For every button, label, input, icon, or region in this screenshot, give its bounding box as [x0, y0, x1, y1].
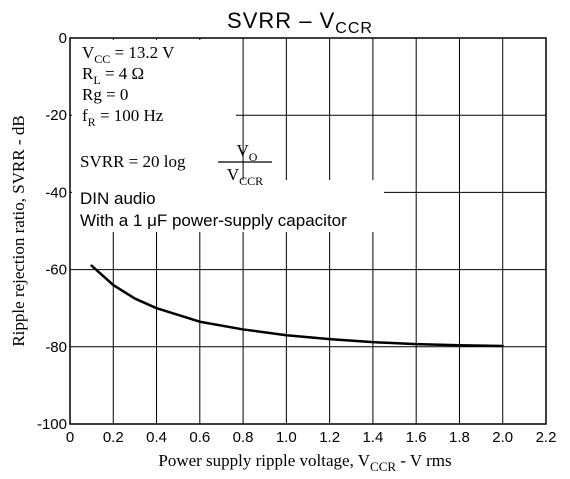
note: DIN audio	[80, 189, 156, 208]
subscript: CCR	[370, 459, 396, 474]
x-tick-label: 0.4	[146, 429, 167, 446]
text-part: SVRR – V	[227, 8, 335, 33]
y-tick-label: 0	[59, 30, 67, 47]
annotation: Rg = 0	[82, 85, 128, 104]
subscript: CCR	[335, 20, 373, 37]
y-tick-label: -60	[45, 262, 67, 279]
subscript: O	[249, 150, 258, 164]
y-tick-label: -20	[45, 107, 67, 124]
annotation-box	[72, 180, 384, 232]
text-part: f	[82, 106, 88, 125]
annotation: VCC = 13.2 V	[82, 43, 175, 66]
text-part: = 100 Hz	[96, 106, 164, 125]
text-part: Power supply ripple voltage, V	[158, 451, 370, 470]
text-part: Rg = 0	[82, 85, 128, 104]
y-tick-label: -40	[45, 184, 67, 201]
subscript: L	[93, 73, 100, 87]
x-tick-label: 1.0	[276, 429, 297, 446]
x-tick-label: 1.2	[319, 429, 340, 446]
x-tick-label: 0.2	[103, 429, 124, 446]
x-tick-label: 1.6	[406, 429, 427, 446]
text-part: R	[82, 64, 94, 83]
note: With a 1 μF power-supply capacitor	[80, 211, 347, 230]
text-part: = 4 Ω	[101, 64, 144, 83]
chart-title: SVRR – VCCR	[227, 8, 373, 37]
x-tick-label: 2.0	[492, 429, 513, 446]
x-tick-label: 1.4	[362, 429, 383, 446]
annotation: fR = 100 Hz	[82, 106, 164, 129]
formula-denominator: VCCR	[227, 165, 263, 188]
annotation-box	[72, 40, 236, 182]
x-tick-label: 0	[66, 429, 74, 446]
data-line	[90, 264, 504, 348]
subscript: CCR	[239, 174, 263, 188]
text-part: = 13.2 V	[110, 43, 175, 62]
x-axis-label: Power supply ripple voltage, VCCR - V rm…	[158, 451, 451, 474]
text-part: V	[237, 141, 250, 160]
x-tick-label: 2.2	[536, 429, 557, 446]
plot-frame	[69, 37, 547, 425]
formula-numerator: VO	[237, 141, 258, 164]
x-tick-label: 1.8	[449, 429, 470, 446]
annotation: RL = 4 Ω	[82, 64, 144, 87]
text-part: V	[227, 165, 240, 184]
x-tick-label: 0.6	[189, 429, 210, 446]
formula-left: SVRR = 20 log	[80, 152, 186, 171]
y-tick-label: -80	[45, 339, 67, 356]
x-tick-label: 0.8	[233, 429, 254, 446]
subscript: R	[88, 115, 96, 129]
subscript: CC	[94, 52, 110, 66]
y-tick-label: -100	[37, 416, 67, 433]
text-part: - V rms	[396, 451, 452, 470]
y-axis-label: Ripple rejection ratio, SVRR - dB	[9, 115, 28, 346]
text-part: V	[82, 43, 95, 62]
